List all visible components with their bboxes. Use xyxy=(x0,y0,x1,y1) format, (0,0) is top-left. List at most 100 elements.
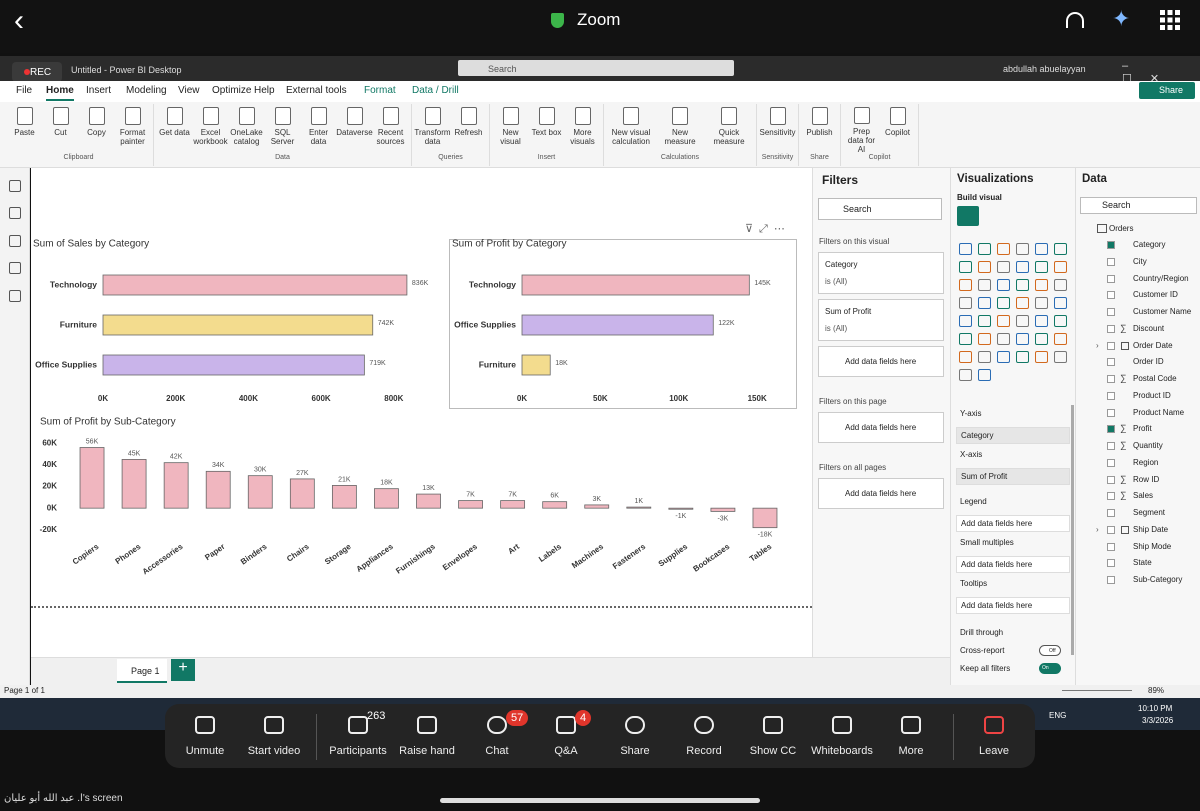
well-field[interactable] xyxy=(956,556,1070,573)
visual-type-icon[interactable] xyxy=(997,279,1010,291)
visual-type-icon[interactable] xyxy=(978,351,991,363)
meeting-button[interactable] xyxy=(239,710,309,764)
field-name[interactable]: Product ID xyxy=(1133,390,1171,400)
field-name[interactable]: Order ID xyxy=(1133,357,1164,367)
visual-type-icon[interactable] xyxy=(959,315,972,327)
visual-type-icon[interactable] xyxy=(1016,297,1029,309)
visual-type-icon[interactable] xyxy=(978,261,991,273)
visual-type-icon[interactable] xyxy=(978,315,991,327)
meeting-button[interactable] xyxy=(323,710,393,764)
meeting-button[interactable] xyxy=(807,710,877,764)
filters-search[interactable]: Search xyxy=(843,204,872,214)
checkbox[interactable] xyxy=(1107,341,1115,350)
filter-card[interactable] xyxy=(818,252,944,294)
meeting-button[interactable] xyxy=(669,710,739,764)
checkbox[interactable] xyxy=(1107,308,1115,316)
toggle[interactable]: Off xyxy=(1039,645,1061,656)
menu-tab[interactable]: Format xyxy=(364,85,396,96)
checkbox[interactable] xyxy=(1107,358,1115,367)
checkbox[interactable] xyxy=(1107,324,1115,333)
visual-type-icon[interactable] xyxy=(1016,261,1029,273)
ribbon-button[interactable]: New measure xyxy=(657,104,703,154)
ribbon-button[interactable]: Copy xyxy=(80,104,113,154)
checkbox[interactable] xyxy=(1107,291,1115,300)
visual-type-icon[interactable] xyxy=(959,261,972,273)
visual-type-icon[interactable] xyxy=(997,243,1010,255)
menu-tab[interactable]: Insert xyxy=(86,85,112,96)
field-name[interactable]: Row ID xyxy=(1133,474,1160,484)
checkbox[interactable] xyxy=(1107,375,1115,383)
rail-icon[interactable] xyxy=(9,262,21,274)
visual-type-icon[interactable] xyxy=(978,297,991,309)
visual-type-icon[interactable] xyxy=(959,279,972,291)
menu-tab[interactable]: Optimize xyxy=(212,85,252,96)
visual-type-icon[interactable] xyxy=(959,369,972,381)
visual-type-icon[interactable] xyxy=(959,297,972,309)
visual-type-icon[interactable] xyxy=(1016,279,1029,291)
visual-type-icon[interactable] xyxy=(959,351,972,363)
menu-tab[interactable]: Home xyxy=(46,85,74,96)
meeting-button[interactable] xyxy=(738,710,808,764)
visual-type-icon[interactable] xyxy=(1054,333,1067,345)
viz-mode-icon[interactable] xyxy=(957,206,979,226)
filter-card[interactable] xyxy=(818,299,944,341)
field-name[interactable]: Sales xyxy=(1133,491,1154,501)
ribbon-button[interactable]: Publish xyxy=(803,104,836,154)
ribbon-button[interactable]: Dataverse xyxy=(336,104,373,154)
checkbox[interactable] xyxy=(1107,391,1115,400)
well-field[interactable] xyxy=(956,597,1070,614)
visual-type-icon[interactable] xyxy=(1035,351,1048,363)
visual-type-icon[interactable] xyxy=(959,333,972,345)
ribbon-button[interactable]: More visuals xyxy=(566,104,599,154)
field-name[interactable]: Country/Region xyxy=(1133,273,1189,283)
visual-type-icon[interactable] xyxy=(1054,279,1067,291)
checkbox[interactable] xyxy=(1107,475,1115,484)
field-name[interactable]: Customer ID xyxy=(1133,290,1178,300)
visual-type-icon[interactable] xyxy=(978,279,991,291)
visual-type-icon[interactable] xyxy=(997,297,1010,309)
field-name[interactable]: Profit xyxy=(1133,424,1152,434)
ribbon-button[interactable]: Text box xyxy=(530,104,563,154)
ribbon-button[interactable]: SQL Server xyxy=(266,104,299,154)
page-tab[interactable] xyxy=(117,659,167,683)
meeting-button[interactable] xyxy=(462,710,532,764)
rail-icon[interactable] xyxy=(9,180,21,192)
meeting-button[interactable] xyxy=(600,710,670,764)
field-name[interactable]: City xyxy=(1133,256,1147,266)
visual-type-icon[interactable] xyxy=(1054,297,1067,309)
menu-tab[interactable]: Help xyxy=(254,85,275,96)
checkbox[interactable] xyxy=(1107,576,1115,584)
toggle[interactable]: On xyxy=(1039,663,1061,674)
ribbon-button[interactable]: Paste xyxy=(8,104,41,154)
field-name[interactable]: Region xyxy=(1133,457,1159,467)
checkbox[interactable] xyxy=(1107,525,1115,534)
ribbon-button[interactable]: Format painter xyxy=(116,104,149,154)
menu-tab[interactable]: Modeling xyxy=(126,85,167,96)
field-name[interactable]: Postal Code xyxy=(1133,374,1177,383)
ribbon-button[interactable]: Sensitivity xyxy=(760,104,796,154)
visual-type-icon[interactable] xyxy=(997,351,1010,363)
field-name[interactable]: Product Name xyxy=(1133,407,1185,417)
ribbon-button[interactable]: OneLake catalog xyxy=(230,104,263,154)
well-field[interactable] xyxy=(956,468,1070,485)
data-search[interactable]: Search xyxy=(1102,200,1131,210)
rail-icon[interactable] xyxy=(9,235,21,247)
visual-type-icon[interactable] xyxy=(997,333,1010,345)
field-name[interactable]: Customer Name xyxy=(1133,307,1192,316)
field-name[interactable]: Sub-Category xyxy=(1133,575,1183,584)
checkbox[interactable] xyxy=(1107,492,1115,501)
visual-type-icon[interactable] xyxy=(978,333,991,345)
ribbon-button[interactable]: Copilot xyxy=(881,104,914,154)
visual-type-icon[interactable] xyxy=(1054,243,1067,255)
visual-type-icon[interactable] xyxy=(1016,243,1029,255)
checkbox[interactable] xyxy=(1107,442,1115,450)
field-name[interactable]: Ship Date xyxy=(1133,524,1169,534)
field-name[interactable]: State xyxy=(1133,558,1152,568)
ribbon-button[interactable]: Get data xyxy=(158,104,191,154)
checkbox[interactable] xyxy=(1107,408,1115,417)
visual-type-icon[interactable] xyxy=(1035,243,1048,255)
ribbon-button[interactable]: Transform data xyxy=(414,104,451,154)
back-chevron[interactable]: ‹ xyxy=(14,4,24,37)
visual-type-icon[interactable] xyxy=(1016,333,1029,345)
ribbon-button[interactable]: New visual calculation xyxy=(608,104,654,154)
